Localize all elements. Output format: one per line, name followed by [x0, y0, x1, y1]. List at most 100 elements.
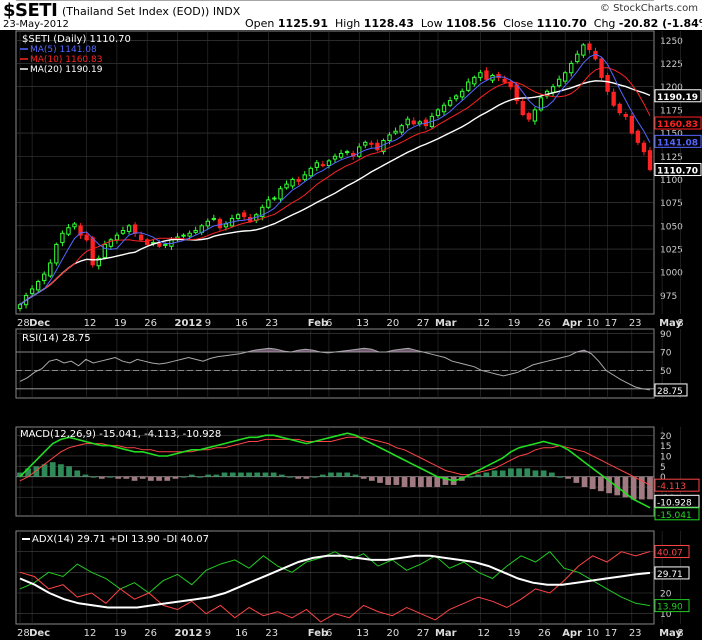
x-tick-label-bottom: Mar — [435, 628, 457, 639]
low-label: Low — [420, 17, 443, 30]
macd-histogram-bar — [205, 474, 212, 477]
candle-body — [581, 44, 586, 56]
macd-histogram-bar — [508, 468, 514, 477]
macd-histogram-bar — [499, 470, 506, 477]
x-tick-label: 28 — [17, 318, 30, 329]
macd-histogram-bar — [418, 476, 424, 488]
price-tick-label: 1050 — [660, 222, 683, 232]
candle-body — [78, 225, 83, 236]
macd-histogram-bar — [377, 476, 383, 483]
candle-body — [641, 142, 647, 153]
candle-body — [466, 81, 471, 91]
adx-tick-label: 20 — [660, 0, 672, 3]
macd-histogram-bar — [336, 472, 342, 477]
candle-body — [393, 130, 398, 134]
x-tick-label-bottom: 17 — [605, 628, 618, 639]
rsi-tick-label: 70 — [660, 349, 672, 359]
candle-body — [357, 146, 362, 157]
candle-body — [72, 223, 77, 228]
adx-tick-label: 20 — [660, 590, 672, 600]
x-tick-label: 10 — [586, 318, 599, 329]
macd-histogram-bar — [368, 476, 375, 481]
x-tick-label-bottom: 12 — [84, 628, 97, 639]
macd-value-tag: -15.041 — [657, 511, 692, 521]
x-tick-label-bottom: Dec — [29, 628, 50, 639]
x-tick-label: 20 — [387, 318, 400, 329]
candle-body — [284, 183, 289, 189]
candle-body — [138, 234, 144, 241]
x-tick-label-bottom: Feb — [308, 628, 328, 639]
candle-body — [266, 199, 271, 208]
candle-body — [272, 197, 277, 200]
macd-tick-label: 10 — [660, 452, 672, 462]
macd-histogram-bar — [598, 476, 604, 492]
macd-histogram-bar — [548, 472, 555, 477]
macd-histogram-bar — [516, 468, 522, 477]
macd-histogram-bar — [17, 472, 23, 477]
adx-value-tag-box — [654, 545, 690, 559]
adx-value-tag-box — [654, 599, 690, 613]
macd-histogram-bar — [295, 476, 302, 479]
candle-body — [241, 212, 247, 218]
x-tick-label: Apr — [562, 318, 582, 329]
candle-body — [617, 103, 622, 114]
high-value: 1128.43 — [363, 17, 414, 30]
chg-value: -20.82 (-1.84%) — [618, 17, 702, 30]
adx-value-tag: 40.07 — [657, 549, 683, 559]
x-tick-label: 12 — [84, 318, 97, 329]
candle-body — [211, 217, 217, 220]
adx-series-line — [19, 554, 651, 609]
x-tick-label-bottom: 23 — [265, 628, 278, 639]
candle-body — [399, 125, 404, 133]
x-tick-label: 8 — [677, 318, 683, 329]
candle-body — [290, 178, 295, 187]
x-tick-label-bottom: 13 — [356, 628, 369, 639]
adx-value-tag: 13.90 — [657, 603, 683, 613]
macd-histogram-bar — [622, 476, 629, 498]
candle-body — [387, 134, 392, 141]
adx-series-line — [19, 551, 651, 623]
candle-body — [520, 101, 525, 116]
macd-histogram-bar — [25, 468, 32, 477]
low-value: 1108.56 — [446, 17, 497, 30]
x-tick-label-bottom: 8 — [677, 628, 683, 639]
macd-histogram-bar — [278, 474, 285, 477]
description-text: (Thailand Set Index (EOD)) — [62, 5, 210, 18]
candle-body — [278, 188, 283, 200]
candle-body — [48, 262, 53, 277]
macd-histogram-bar — [229, 472, 236, 477]
macd-histogram-bar — [270, 472, 277, 477]
macd-histogram-bar — [254, 472, 261, 477]
macd-histogram-bar — [164, 476, 171, 481]
price-title: $SETI (Daily) 1110.70 — [22, 34, 131, 45]
adx-value-tag: 29.71 — [657, 570, 683, 580]
price-tick-label: 1150 — [660, 130, 683, 140]
macd-histogram-bar — [115, 476, 122, 479]
macd-histogram-bar — [540, 470, 547, 477]
candle-body — [472, 76, 477, 85]
macd-histogram-bar — [344, 472, 351, 477]
macd-histogram-bar — [606, 476, 612, 494]
x-tick-label: 26 — [144, 318, 157, 329]
adx-tick-label: 40 — [660, 0, 672, 3]
candle-body — [623, 114, 628, 117]
close-value: 1110.70 — [536, 17, 587, 30]
macd-histogram-bar — [148, 476, 154, 481]
x-tick-label-bottom: 19 — [508, 628, 521, 639]
x-tick-label: 6 — [326, 318, 332, 329]
candle-body — [120, 229, 126, 234]
price-value-tag: 1141.08 — [657, 138, 698, 148]
candle-body — [42, 273, 47, 282]
x-tick-label: Dec — [29, 318, 50, 329]
adx-value-tag-box — [654, 566, 690, 580]
macd-value-tag-box — [654, 478, 700, 492]
macd-histogram-bar — [426, 476, 432, 488]
macd-histogram-bar — [90, 476, 97, 478]
macd-histogram-bar — [66, 466, 72, 477]
macd-value-tag-box — [654, 494, 700, 508]
macd-histogram-bar — [434, 476, 441, 488]
macd-title: MACD(12,26,9) -15.041, -4.113, -10.928 — [20, 429, 221, 440]
candle-body — [320, 164, 326, 167]
candle-body — [108, 239, 114, 247]
